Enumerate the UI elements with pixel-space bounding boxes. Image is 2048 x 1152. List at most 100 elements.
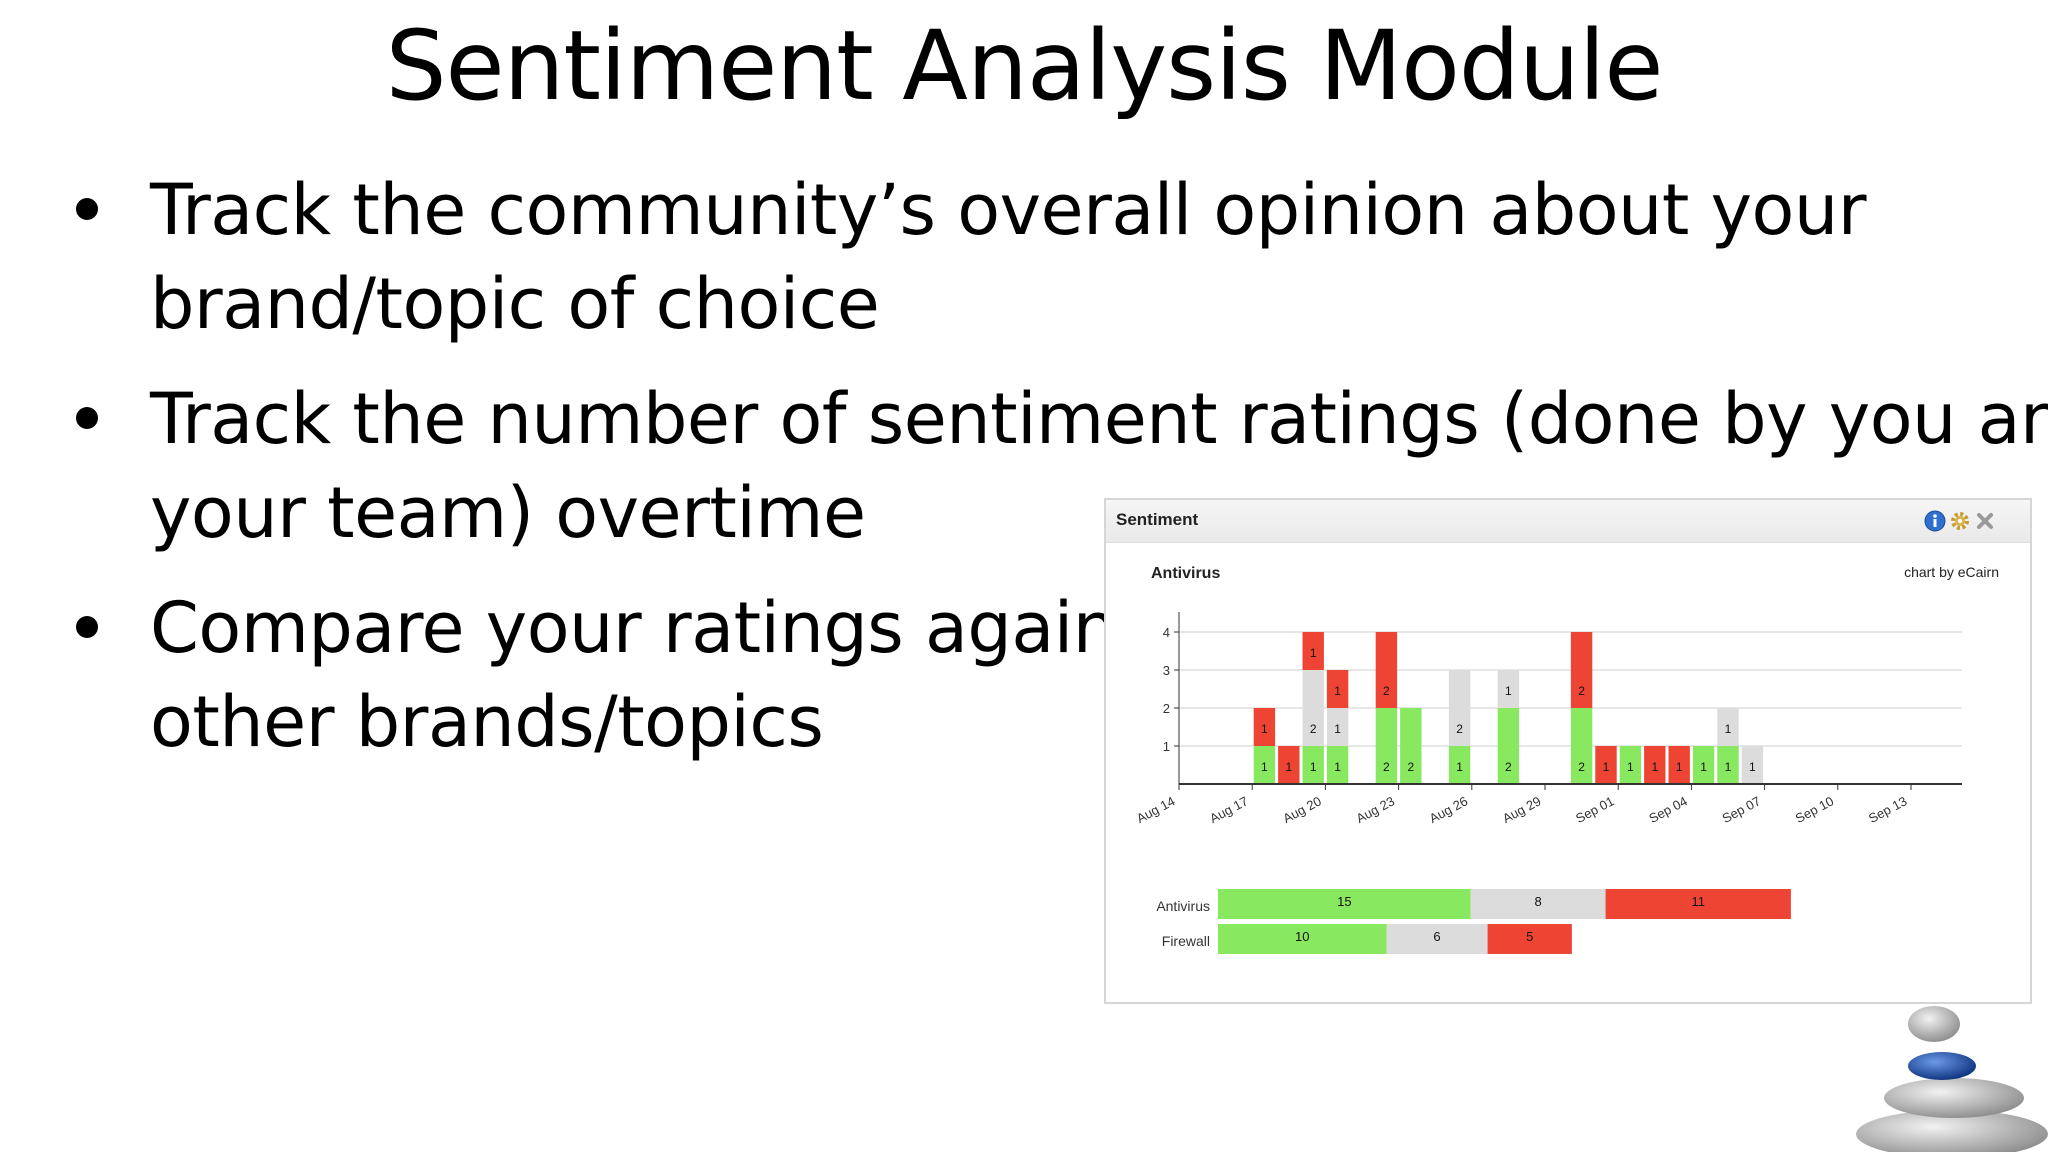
- bar-value-label: 1: [1456, 760, 1463, 774]
- bar-negative: [1644, 746, 1666, 784]
- bar-positive: [1326, 746, 1349, 784]
- bullet-3-line-1: Compare your ratings against: [150, 587, 1180, 669]
- bullet-marker: [76, 198, 98, 220]
- bar-value-label: 1: [1627, 760, 1634, 774]
- compare-row-label: Antivirus: [1156, 898, 1210, 914]
- bullet-marker: [76, 407, 98, 429]
- compare-bar-value: 6: [1433, 929, 1440, 944]
- bullet-1-line-2: brand/topic of choice: [150, 263, 880, 345]
- bar-positive: [1448, 746, 1471, 784]
- bar-positive: [1692, 746, 1715, 784]
- bar-value-label: 2: [1407, 760, 1414, 774]
- bar-positive: [1400, 708, 1422, 784]
- bullet-3-line-2: other brands/topics: [150, 681, 824, 763]
- sentiment-widget: Sentiment Antivirus chart by eCairn 1 2 3 4 1 1…: [1104, 498, 2032, 1004]
- x-tick-label: Sep 01: [1573, 793, 1616, 826]
- widget-header: Sentiment: [1106, 500, 2030, 543]
- compare-bar-negative: [1605, 889, 1791, 919]
- x-tick-label: Aug 23: [1354, 793, 1397, 826]
- bar-value-label: 2: [1310, 722, 1317, 736]
- bar-value-label: 2: [1505, 760, 1512, 774]
- info-icon[interactable]: [1924, 510, 1946, 532]
- bar-positive: [1253, 746, 1276, 784]
- bar-value-label: 1: [1603, 760, 1610, 774]
- bar-value-label: 1: [1334, 722, 1341, 736]
- compare-row-label: Firewall: [1162, 933, 1210, 949]
- bar-negative: [1326, 670, 1349, 708]
- compare-bar-value: 11: [1691, 894, 1705, 909]
- compare-bar-neutral: [1470, 889, 1606, 919]
- x-tick-label: Sep 07: [1720, 793, 1763, 826]
- bar-value-label: 1: [1334, 760, 1341, 774]
- x-tick-label: Sep 13: [1866, 793, 1909, 826]
- bar-value-label: 2: [1456, 722, 1463, 736]
- bar-value-label: 2: [1578, 760, 1585, 774]
- stones-logo: [1856, 1006, 2048, 1152]
- bar-value-label: 1: [1505, 684, 1512, 698]
- y-tick-label: 3: [1163, 663, 1170, 678]
- bar-value-label: 1: [1285, 760, 1292, 774]
- x-tick-label: Aug 29: [1500, 793, 1543, 826]
- x-tick-label: Aug 14: [1134, 793, 1177, 826]
- bar-positive: [1302, 746, 1324, 784]
- bar-positive: [1497, 708, 1520, 784]
- compare-bar-positive: [1218, 889, 1471, 919]
- compare-bar-value: 15: [1337, 894, 1351, 909]
- bar-value-label: 1: [1651, 760, 1658, 774]
- bar-positive: [1619, 746, 1642, 784]
- bullet-2-line-1: Track the number of sentiment ratings (d…: [150, 378, 2048, 460]
- bar-value-label: 1: [1749, 760, 1756, 774]
- y-tick-label: 4: [1163, 625, 1170, 640]
- bar-neutral: [1302, 670, 1324, 746]
- x-tick-label: Sep 10: [1793, 793, 1836, 826]
- bullet-marker: [76, 616, 98, 638]
- slide-title: Sentiment Analysis Module: [385, 10, 1664, 122]
- bar-value-label: 2: [1383, 760, 1390, 774]
- x-tick-label: Aug 20: [1280, 793, 1323, 826]
- compare-bar-positive: [1218, 924, 1387, 954]
- bar-negative: [1668, 746, 1690, 784]
- compare-bar-value: 10: [1295, 929, 1309, 944]
- chart-credit: chart by eCairn: [1904, 564, 1999, 580]
- bar-neutral: [1741, 746, 1764, 784]
- bar-neutral: [1717, 708, 1739, 746]
- bar-neutral: [1497, 670, 1520, 708]
- bar-neutral: [1448, 670, 1471, 746]
- gear-icon[interactable]: [1949, 510, 1971, 532]
- bar-neutral: [1326, 708, 1349, 746]
- bar-positive: [1717, 746, 1739, 784]
- bar-value-label: 1: [1676, 760, 1683, 774]
- x-tick-label: Aug 17: [1207, 793, 1250, 826]
- bar-negative: [1570, 632, 1593, 708]
- bullet-1-line-1: Track the community’s overall opinion ab…: [150, 169, 1867, 251]
- compare-bar-value: 5: [1526, 929, 1533, 944]
- chart-title: Antivirus: [1151, 565, 1220, 582]
- x-tick-label: Sep 04: [1646, 793, 1689, 826]
- x-tick-label: Aug 26: [1427, 793, 1470, 826]
- bar-negative: [1595, 746, 1617, 784]
- close-icon[interactable]: [1974, 510, 1996, 532]
- compare-bar-value: 8: [1535, 894, 1542, 909]
- y-tick-label: 2: [1163, 701, 1170, 716]
- bar-value-label: 1: [1310, 646, 1317, 660]
- bar-positive: [1570, 708, 1593, 784]
- bar-value-label: 1: [1310, 760, 1317, 774]
- compare-bar-neutral: [1386, 924, 1488, 954]
- bar-negative: [1375, 632, 1398, 708]
- bar-value-label: 1: [1725, 722, 1732, 736]
- y-tick-label: 1: [1163, 739, 1170, 754]
- bar-value-label: 1: [1261, 722, 1268, 736]
- bar-value-label: 1: [1261, 760, 1268, 774]
- bar-negative: [1302, 632, 1324, 670]
- bar-negative: [1253, 708, 1276, 746]
- bar-value-label: 2: [1578, 684, 1585, 698]
- bar-value-label: 1: [1725, 760, 1732, 774]
- bar-value-label: 2: [1383, 684, 1390, 698]
- bar-value-label: 1: [1334, 684, 1341, 698]
- bar-value-label: 1: [1700, 760, 1707, 774]
- bar-positive: [1375, 708, 1398, 784]
- widget-title: Sentiment: [1116, 510, 1199, 529]
- compare-bar-negative: [1487, 924, 1572, 954]
- bullet-2-line-2: your team) overtime: [150, 472, 866, 554]
